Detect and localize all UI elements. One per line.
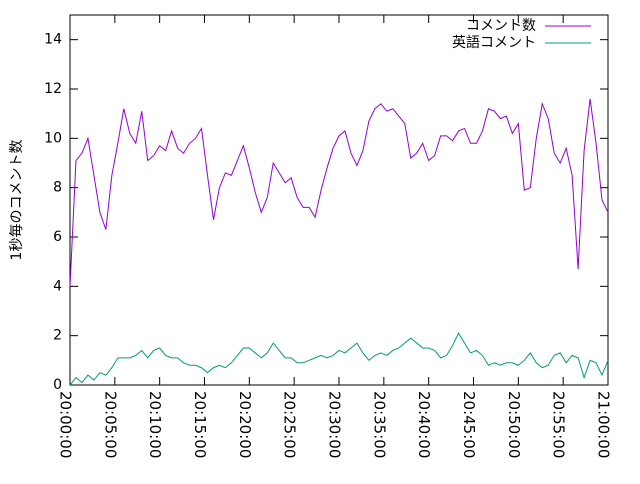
plot-border <box>69 14 609 386</box>
y-tick-label: 0 <box>53 377 62 393</box>
x-tick-label: 20:05:00 <box>101 391 119 458</box>
x-tick-label: 20:00:00 <box>57 391 75 458</box>
x-tick-label: 20:30:00 <box>326 391 344 458</box>
x-tick-label: 20:40:00 <box>415 391 433 458</box>
y-tick-label: 4 <box>53 278 62 294</box>
y-tick-label: 8 <box>53 180 62 196</box>
x-tick-label: 20:50:00 <box>505 391 523 458</box>
x-tick-label: 20:25:00 <box>281 391 299 458</box>
series-line <box>69 332 609 386</box>
x-tick-label: 20:20:00 <box>236 391 254 458</box>
legend-label: 英語コメント <box>452 34 536 51</box>
y-tick-label: 14 <box>44 32 62 48</box>
legend-label: コメント数 <box>466 18 536 34</box>
x-tick-label: 21:00:00 <box>595 391 613 458</box>
x-tick-label: 20:15:00 <box>191 391 209 458</box>
x-tick-label: 20:35:00 <box>370 391 388 458</box>
y-tick-label: 2 <box>53 328 62 344</box>
x-tick-label: 20:10:00 <box>146 391 164 458</box>
x-tick-label: 20:55:00 <box>550 391 568 458</box>
y-tick-label: 10 <box>44 130 62 146</box>
y-axis-label: 1秒毎のコメント数 <box>9 140 25 261</box>
series-line <box>69 98 609 287</box>
x-tick-label: 20:45:00 <box>460 391 478 458</box>
y-tick-label: 6 <box>53 229 62 245</box>
y-tick-label: 12 <box>44 81 62 97</box>
